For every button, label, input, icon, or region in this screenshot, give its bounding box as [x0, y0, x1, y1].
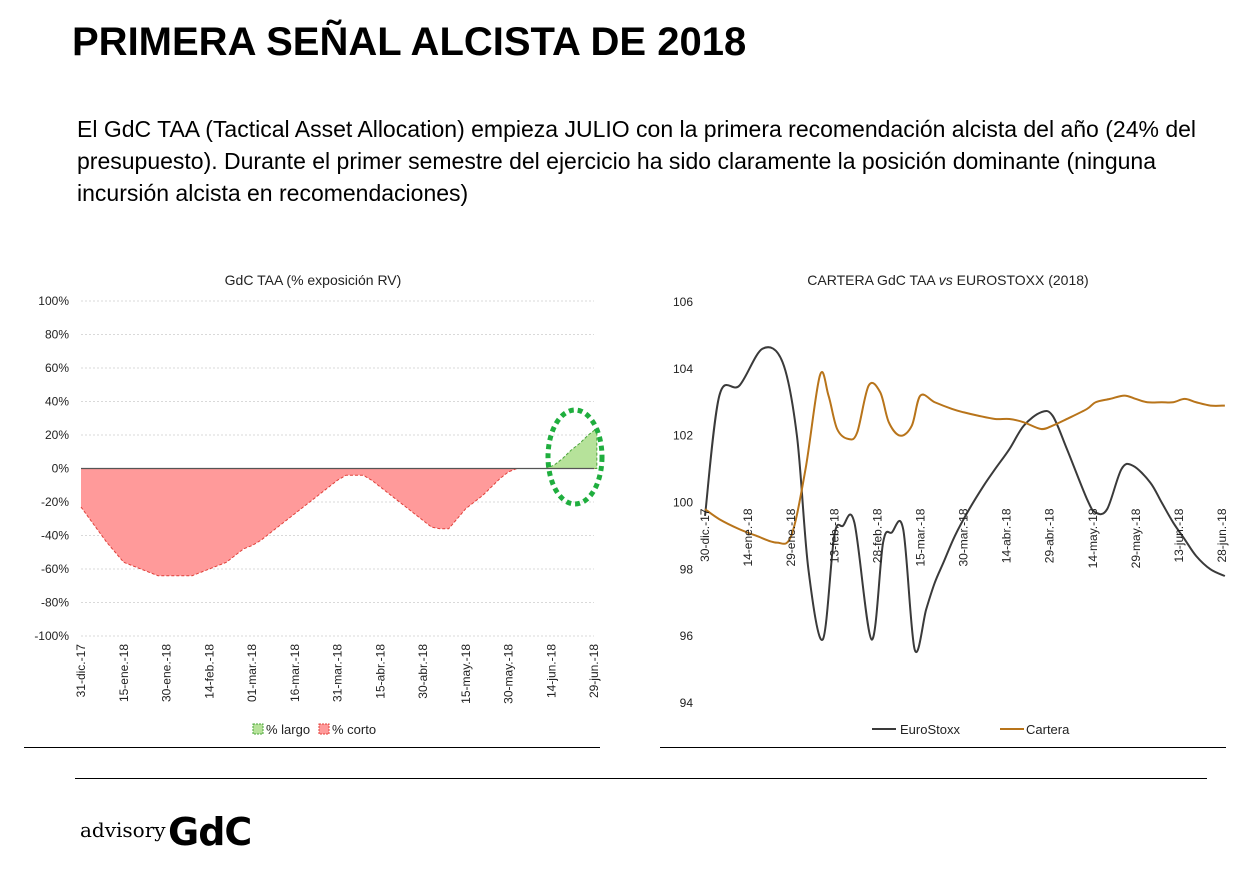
x-tick-label: 30-dic.-17	[698, 508, 712, 562]
x-tick-label: 15-abr.-18	[373, 644, 387, 699]
y-tick-label: -40%	[41, 529, 69, 543]
x-tick-label: 14-jun.-18	[544, 644, 558, 698]
y-tick-label: 94	[680, 696, 694, 710]
legend-swatch-largo	[252, 723, 264, 735]
company-logo: advisory GdC	[80, 810, 280, 860]
y-tick-label: 100%	[38, 294, 69, 308]
legend: % largo % corto	[252, 722, 376, 737]
footer-divider	[75, 778, 1207, 779]
legend-swatch-corto	[318, 723, 330, 735]
x-tick-label: 28-feb.-18	[870, 508, 884, 563]
y-tick-label: 96	[680, 629, 694, 643]
x-tick-label: 14-may.-18	[1086, 508, 1100, 568]
y-tick-label: 0%	[52, 462, 70, 476]
y-tick-label: 60%	[45, 361, 69, 375]
y-tick-label: -60%	[41, 562, 69, 576]
left-chart-underline	[24, 747, 600, 748]
legend-label-largo: % largo	[266, 722, 310, 737]
x-tick-label: 14-ene.-18	[741, 508, 755, 566]
plot-area	[704, 346, 1226, 654]
y-tick-label: 98	[680, 562, 694, 576]
right-chart-underline	[660, 747, 1226, 748]
legend: EuroStoxx Cartera	[872, 722, 1070, 737]
y-tick-label: 102	[673, 429, 693, 443]
x-tick-label: 14-abr.-18	[1000, 508, 1014, 563]
x-tick-label: 30-ene.-18	[160, 644, 174, 702]
x-tick-label: 31-dic.-17	[74, 644, 88, 698]
x-tick-label: 28-jun.-18	[1215, 508, 1229, 562]
y-axis-ticks: 94 96 98 100 102 104 106	[673, 295, 693, 710]
line-cartera	[704, 371, 1225, 545]
x-tick-label: 30-may.-18	[502, 644, 516, 704]
x-tick-label: 15-mar.-18	[913, 508, 927, 566]
x-tick-label: 15-may.-18	[459, 644, 473, 704]
x-tick-label: 13-feb.-18	[827, 508, 841, 563]
x-tick-label: 15-ene.-18	[117, 644, 131, 702]
x-axis-ticks: 30-dic.-17 14-ene.-18 29-ene.-18 13-feb.-18…	[698, 508, 1229, 568]
y-tick-label: 100	[673, 496, 693, 510]
x-tick-label: 31-mar.-18	[331, 644, 345, 702]
y-tick-label: 80%	[45, 328, 69, 342]
plot-area	[80, 407, 605, 577]
x-tick-label: 29-may.-18	[1129, 508, 1143, 568]
chart-title-suffix: EUROSTOXX (2018)	[953, 272, 1089, 288]
line-eurostoxx	[704, 346, 1226, 654]
x-tick-label: 30-mar.-18	[957, 508, 971, 566]
legend-label-eurostoxx: EuroStoxx	[900, 722, 960, 737]
area-largo	[545, 427, 598, 469]
highlight-ellipse	[545, 407, 605, 507]
legend-label-corto: % corto	[332, 722, 376, 737]
y-tick-label: -20%	[41, 495, 69, 509]
y-tick-label: 40%	[45, 395, 69, 409]
chart-title: CARTERA GdC TAA vs EUROSTOXX (2018)	[807, 272, 1088, 288]
x-tick-label: 16-mar.-18	[288, 644, 302, 702]
chart-title-vs: vs	[939, 272, 953, 288]
chart-title: GdC TAA (% exposición RV)	[225, 272, 402, 288]
line-corto	[80, 468, 597, 577]
y-axis-ticks: -100% -80% -60% -40% -20% 0% 20% 40% 60% 80% 100%	[34, 294, 69, 643]
legend-label-cartera: Cartera	[1026, 722, 1070, 737]
y-tick-label: 20%	[45, 428, 69, 442]
x-axis-ticks: 31-dic.-17 15-ene.-18 30-ene.-18 14-feb.-18…	[74, 644, 601, 704]
logo-gdc-text: GdC	[168, 810, 252, 854]
y-tick-label: -100%	[34, 629, 69, 643]
x-tick-label: 29-abr.-18	[1043, 508, 1057, 563]
chart-title-prefix: CARTERA GdC TAA	[807, 272, 939, 288]
y-tick-label: -80%	[41, 596, 69, 610]
x-tick-label: 13-jun.-18	[1172, 508, 1186, 562]
x-tick-label: 14-feb.-18	[202, 644, 216, 699]
y-tick-label: 104	[673, 362, 693, 376]
x-tick-label: 30-abr.-18	[416, 644, 430, 699]
chart-performance: CARTERA GdC TAA vs EUROSTOXX (2018) 94 96…	[673, 272, 1229, 737]
page-title: PRIMERA SEÑAL ALCISTA DE 2018	[72, 20, 747, 64]
y-tick-label: 106	[673, 295, 693, 309]
x-tick-label: 29-ene.-18	[784, 508, 798, 566]
x-tick-label: 29-jun.-18	[587, 644, 601, 698]
x-tick-label: 01-mar.-18	[245, 644, 259, 702]
page-subtitle: El GdC TAA (Tactical Asset Allocation) e…	[77, 116, 1197, 206]
chart-exposure: GdC TAA (% exposición RV) -100%-80%-60%-…	[34, 272, 605, 737]
logo-advisory-text: advisory	[80, 818, 166, 842]
area-corto	[81, 468, 597, 576]
